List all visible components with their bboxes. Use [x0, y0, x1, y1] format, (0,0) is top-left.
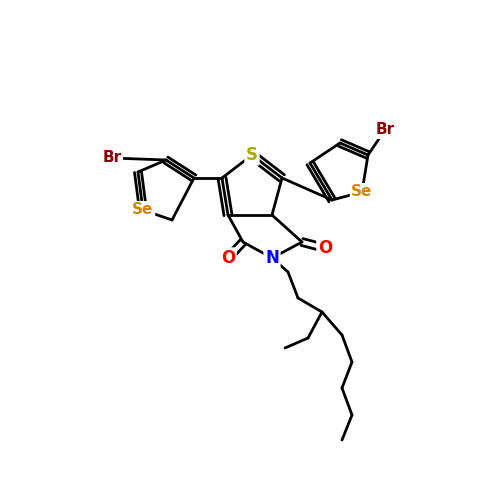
Text: Br: Br: [102, 150, 122, 166]
Text: O: O: [221, 249, 235, 267]
Text: O: O: [318, 239, 332, 257]
Text: Br: Br: [376, 122, 394, 138]
Text: S: S: [246, 146, 258, 164]
Text: Se: Se: [352, 184, 372, 200]
Text: N: N: [265, 249, 279, 267]
Text: Se: Se: [132, 202, 154, 218]
